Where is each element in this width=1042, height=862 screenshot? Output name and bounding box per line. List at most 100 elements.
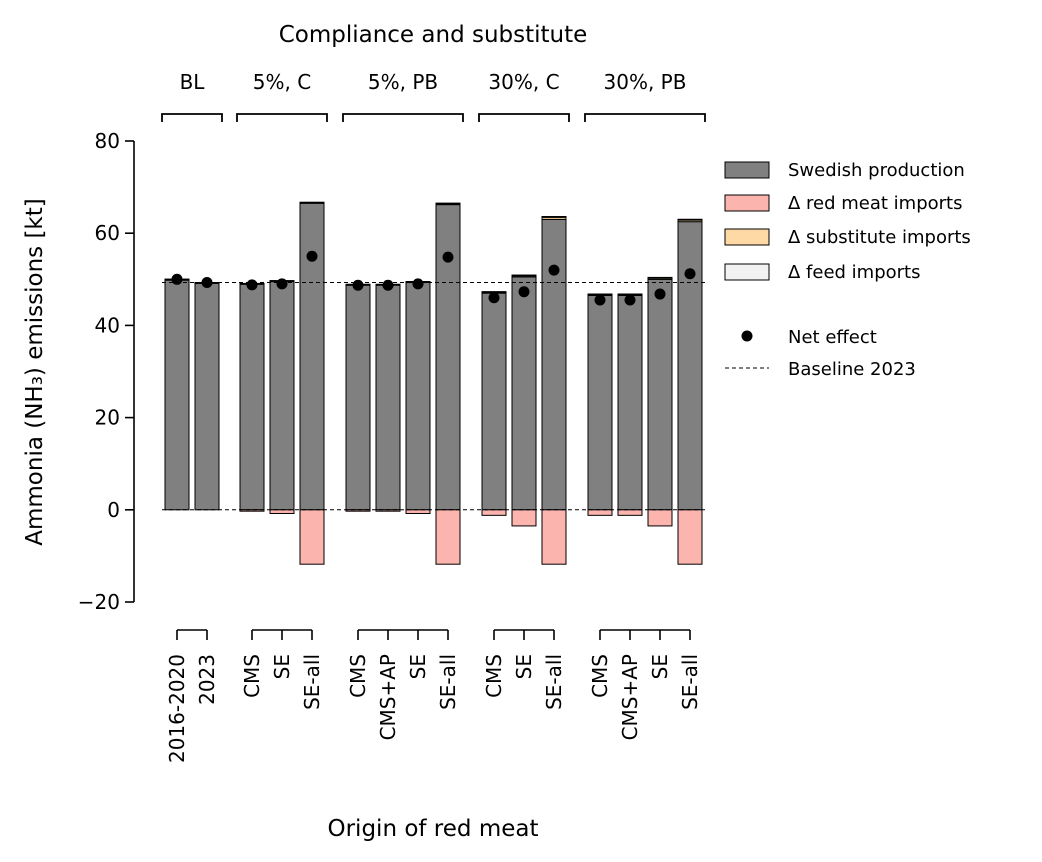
bar-segment [647, 509, 673, 527]
net-effect-marker [624, 294, 636, 306]
net-effect-marker [306, 250, 318, 262]
group-bracket [236, 113, 328, 122]
bar-segment [435, 509, 461, 565]
group-label: 5%, C [253, 70, 311, 94]
legend: Swedish production Δ red meat imports Δ su… [724, 160, 971, 380]
bar-segment [269, 281, 295, 511]
group-bracket [161, 113, 223, 122]
group-label: 30%, PB [604, 70, 687, 94]
legend-swatch [724, 263, 770, 281]
y-axis: −20 0 20 40 60 80 [78, 129, 135, 614]
legend-swatch [724, 161, 770, 179]
x-tick-label: SE [406, 654, 430, 679]
x-tick-label: SE-all [542, 654, 566, 710]
bar-segment [587, 509, 613, 516]
bar-segment [511, 276, 537, 511]
legend-label: Δ red meat imports [788, 193, 963, 214]
legend-label: Baseline 2023 [788, 359, 916, 380]
bar-segment [435, 202, 461, 205]
x-tick-label: CMS+AP [376, 654, 400, 740]
net-effect-marker [246, 279, 258, 291]
group-bracket [478, 113, 570, 122]
bar-segment [299, 509, 325, 565]
y-tick-label: 80 [95, 129, 120, 153]
bar-segment [481, 509, 507, 516]
y-tick-label: −20 [78, 590, 120, 614]
y-tick-label: 0 [107, 498, 120, 522]
bar-segment [541, 216, 567, 218]
bar-segment [269, 509, 295, 514]
bar-segment [677, 221, 703, 511]
legend-swatch [724, 228, 770, 246]
net-effect-marker [594, 294, 606, 306]
group-label: 30%, C [488, 70, 559, 94]
bar-segment [617, 509, 643, 516]
bar-segment [511, 274, 537, 277]
x-tick-label: SE [270, 654, 294, 679]
legend-label: Δ substitute imports [788, 227, 971, 248]
x-axis-ticks: 2016-2020 2023 CMS SE SE-all CMS CMS+AP SE SE-al… [165, 629, 702, 763]
bars-layer [164, 201, 703, 565]
x-tick-label: CMS [346, 654, 370, 698]
legend-marker-net-effect [741, 330, 753, 342]
x-tick-label: CMS [482, 654, 506, 698]
x-tick-label: 2016-2020 [165, 654, 189, 763]
x-axis-title: Origin of red meat [328, 816, 539, 842]
x-tick-label: SE [648, 654, 672, 679]
legend-label: Swedish production [788, 160, 965, 181]
net-effect-marker [201, 277, 213, 289]
bar-segment [375, 284, 401, 511]
group-label: 5%, PB [368, 70, 438, 94]
legend-swatch [724, 194, 770, 212]
bar-segment [299, 202, 325, 511]
x-tick-label: SE-all [678, 654, 702, 710]
net-effect-marker [548, 264, 560, 276]
group-brackets: BL 5%, C 5%, PB 30%, C 30%, PB [161, 70, 706, 122]
net-effect-marker [352, 279, 364, 291]
net-effect-markers-layer [171, 250, 696, 306]
bar-segment [587, 294, 613, 511]
x-tick-label: CMS [588, 654, 612, 698]
y-axis-title: Ammonia (NH₃) emissions [kt] [22, 198, 48, 546]
bar-segment [405, 282, 431, 511]
bar-segment [405, 509, 431, 514]
bar-segment [164, 278, 190, 511]
legend-label: Δ feed imports [788, 262, 920, 283]
y-tick-label: 40 [95, 313, 120, 337]
x-tick-label: 2023 [195, 654, 219, 705]
bar-segment [194, 282, 220, 511]
x-tick-label: SE [512, 654, 536, 679]
bar-segment [677, 218, 703, 221]
group-bracket [342, 113, 464, 122]
group-label: BL [180, 70, 206, 94]
net-effect-marker [442, 251, 454, 263]
legend-label: Net effect [788, 327, 877, 348]
bar-segment [345, 284, 371, 511]
bar-segment [481, 292, 507, 511]
x-tick-label: CMS [240, 654, 264, 698]
y-tick-label: 60 [95, 221, 120, 245]
bar-segment [647, 278, 673, 511]
x-tick-label: SE-all [436, 654, 460, 710]
y-tick-label: 20 [95, 406, 120, 430]
net-effect-marker [488, 292, 500, 304]
chart-title: Compliance and substitute [279, 22, 588, 48]
bar-segment [435, 204, 461, 511]
net-effect-marker [412, 278, 424, 290]
group-bracket [584, 113, 706, 122]
x-tick-label: CMS+AP [618, 654, 642, 740]
x-tick-label: SE-all [300, 654, 324, 710]
net-effect-marker [382, 279, 394, 291]
net-effect-marker [518, 286, 530, 298]
net-effect-marker [684, 268, 696, 280]
bar-segment [239, 283, 265, 511]
bar-segment [239, 509, 265, 512]
net-effect-marker [276, 278, 288, 290]
bar-segment [617, 294, 643, 511]
bar-segment [511, 509, 537, 527]
bar-segment [647, 276, 673, 279]
bar-segment [541, 218, 567, 511]
bar-segment [299, 201, 325, 204]
net-effect-marker [654, 288, 666, 300]
